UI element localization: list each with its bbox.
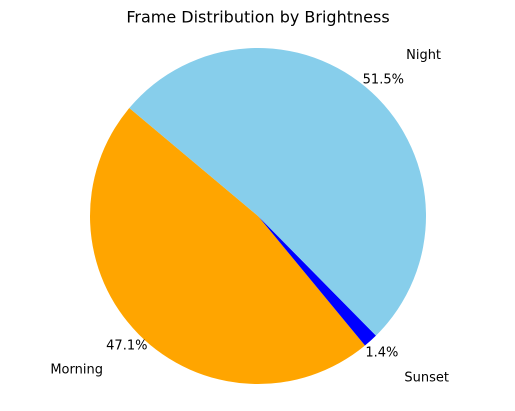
pie-slice bbox=[90, 108, 365, 384]
value-label: 47.1% bbox=[106, 339, 147, 354]
pie-slice bbox=[129, 47, 427, 336]
slice-label: Morning bbox=[50, 362, 103, 377]
value-label: 51.5% bbox=[363, 73, 404, 88]
slice-label: Sunset bbox=[404, 371, 449, 386]
value-label: 1.4% bbox=[365, 346, 398, 361]
chart-title: Frame Distribution by Brightness bbox=[126, 8, 389, 27]
slice-label: Night bbox=[406, 48, 441, 63]
pie-slice bbox=[258, 216, 376, 346]
